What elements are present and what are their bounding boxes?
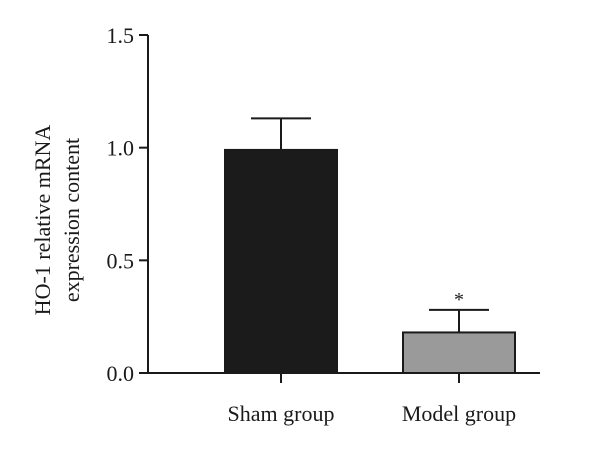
y-tick-label: 1.5 [107,23,135,48]
x-category-label: Model group [402,401,516,426]
bar [402,331,516,375]
y-axis-title: HO-1 relative mRNA expression content [30,125,84,316]
y-tick-label: 1.0 [107,136,135,161]
x-category-label: Sham group [228,401,335,426]
bar [224,148,338,374]
labels: Sham group Model group * [228,289,517,426]
axes: 0.0 0.5 1.0 1.5 [107,23,540,386]
y-tick-label: 0.5 [107,248,135,273]
y-tick-label: 0.0 [107,361,135,386]
y-axis-title-line-1: HO-1 relative mRNA [30,125,55,316]
significance-marker: * [454,289,464,311]
y-axis-title-line-2: expression content [59,138,84,302]
bars [224,117,516,375]
